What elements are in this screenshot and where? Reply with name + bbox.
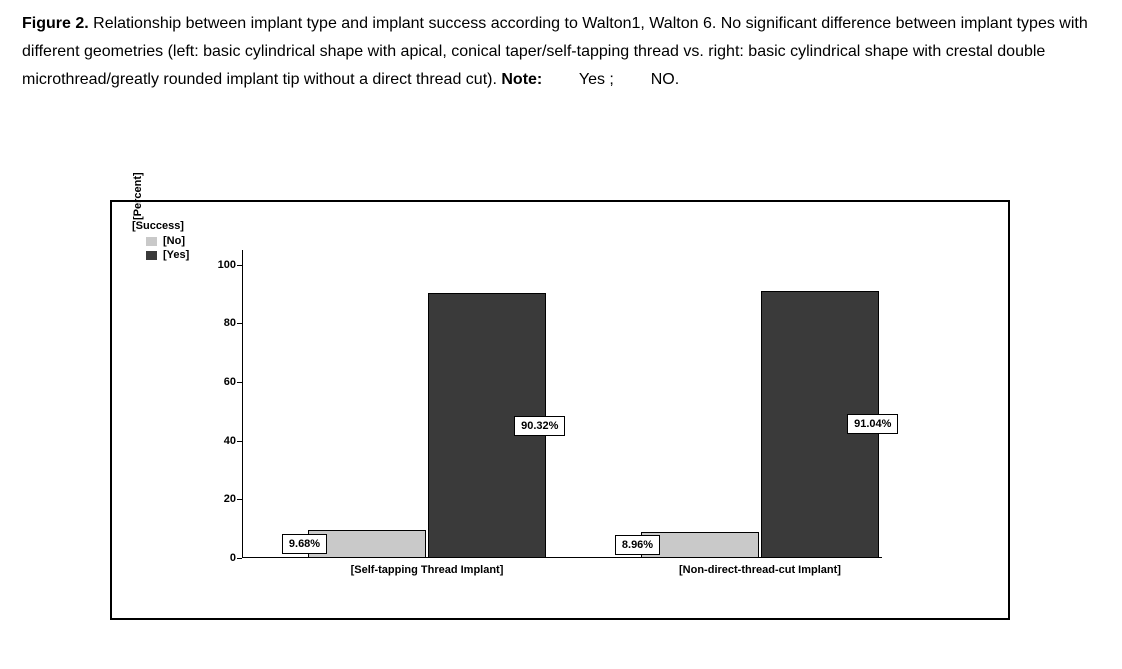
legend-swatch-no-inline	[620, 72, 642, 85]
x-category-label: [Self-tapping Thread Implant]	[297, 564, 557, 576]
y-tick-mark	[237, 558, 242, 559]
y-tick-mark	[237, 323, 242, 324]
y-axis-label: [Percent]	[132, 172, 144, 220]
y-tick-label: 0	[202, 552, 236, 564]
legend-title: [Success]	[132, 220, 189, 232]
legend-item: [Yes]	[132, 248, 189, 262]
y-tick-label: 80	[202, 317, 236, 329]
bar-value-label: 90.32%	[514, 416, 565, 436]
legend-swatch-yes-inline	[549, 72, 571, 85]
legend-swatch-icon	[146, 251, 157, 260]
page-root: Figure 2. Relationship between implant t…	[0, 0, 1122, 669]
y-tick-label: 40	[202, 435, 236, 447]
figure-number: Figure 2.	[22, 15, 89, 32]
bar-value-label: 91.04%	[847, 414, 898, 434]
bar-value-label: 8.96%	[615, 535, 660, 555]
figure-caption: Figure 2. Relationship between implant t…	[22, 10, 1100, 94]
x-category-label: [Non-direct-thread-cut Implant]	[630, 564, 890, 576]
bar-value-label: 9.68%	[282, 534, 327, 554]
y-tick-mark	[237, 499, 242, 500]
y-tick-mark	[237, 265, 242, 266]
y-tick-label: 100	[202, 259, 236, 271]
note-label: Note:	[501, 71, 542, 88]
caption-yes-text: Yes ;	[575, 71, 619, 88]
legend-item-label: [No]	[163, 234, 185, 248]
chart-frame: [Percent] [Success] [No][Yes] 9.68%90.32…	[110, 200, 1010, 620]
chart-inner: [Percent] [Success] [No][Yes] 9.68%90.32…	[132, 220, 988, 610]
caption-no-text: NO.	[646, 71, 679, 88]
chart-legend: [Success] [No][Yes]	[132, 220, 189, 262]
y-tick-mark	[237, 441, 242, 442]
legend-item-label: [Yes]	[163, 248, 189, 262]
plot-area: 9.68%90.32%8.96%91.04%	[242, 250, 882, 558]
legend-swatch-icon	[146, 237, 157, 246]
y-tick-label: 60	[202, 376, 236, 388]
y-tick-label: 20	[202, 493, 236, 505]
y-axis-line	[242, 250, 243, 558]
y-tick-mark	[237, 382, 242, 383]
legend-item: [No]	[132, 234, 189, 248]
